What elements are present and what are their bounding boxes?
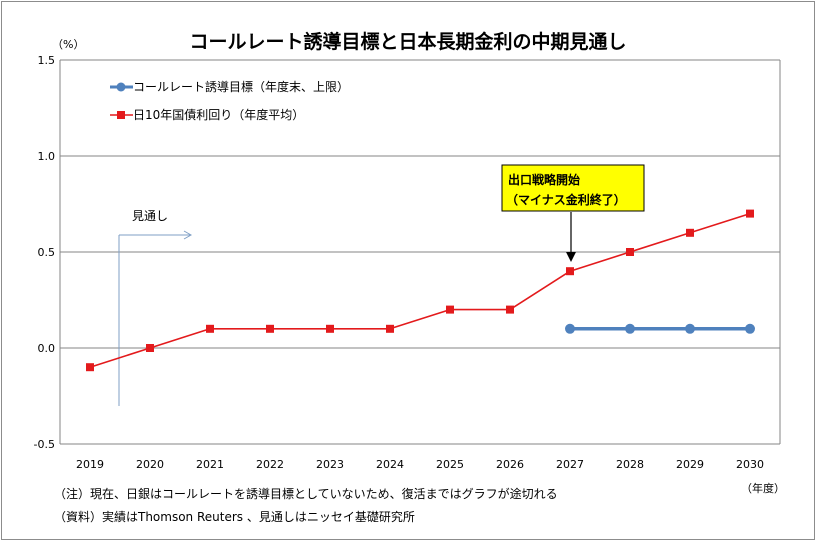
forecast-indicator: 見通し <box>118 209 193 406</box>
data-point-1 <box>746 209 754 218</box>
data-point-1 <box>86 363 94 372</box>
note-line-1: （注）現在、日銀はコールレートを誘導目標としていないため、復活まではグラフが途切… <box>54 486 558 501</box>
data-point-1 <box>686 228 694 237</box>
data-point-1 <box>506 305 514 314</box>
gridlines <box>60 59 780 445</box>
legend-marker-jgb10y <box>117 111 125 119</box>
x-tick-label: 2030 <box>736 458 764 471</box>
data-point-1 <box>266 324 274 333</box>
data-point-1 <box>446 305 454 314</box>
y-axis-ticks: 1.5 1.0 0.5 0.0 -0.5 <box>34 54 55 451</box>
y-tick-label: 1.0 <box>38 150 56 163</box>
callout: 出口戦略開始 （マイナス金利終了） <box>501 164 645 262</box>
y-tick-label: 0.5 <box>38 246 56 259</box>
x-tick-label: 2023 <box>316 458 344 471</box>
data-point-1 <box>146 344 154 352</box>
callout-arrow-head <box>566 252 576 262</box>
y-axis-unit: （%） <box>52 38 84 51</box>
x-tick-label: 2028 <box>616 458 644 471</box>
x-tick-label: 2019 <box>76 458 104 471</box>
data-point-1 <box>386 324 394 333</box>
x-axis-unit: （年度） <box>741 481 785 495</box>
data-point-1 <box>566 267 574 276</box>
x-tick-label: 2022 <box>256 458 284 471</box>
data-point-0 <box>685 323 695 334</box>
x-tick-label: 2027 <box>556 458 584 471</box>
legend-marker-call-rate <box>116 82 126 92</box>
data-point-1 <box>626 248 634 256</box>
legend-label-call-rate: コールレート誘導目標（年度末、上限） <box>133 79 349 94</box>
x-tick-label: 2020 <box>136 458 164 471</box>
x-tick-label: 2026 <box>496 458 524 471</box>
y-tick-label: -0.5 <box>34 438 55 451</box>
data-point-1 <box>326 324 334 333</box>
callout-line1: 出口戦略開始 <box>508 172 580 187</box>
x-tick-label: 2025 <box>436 458 464 471</box>
chart-title: コールレート誘導目標と日本長期金利の中期見通し <box>189 30 626 53</box>
legend: コールレート誘導目標（年度末、上限） 日10年国債利回り（年度平均） <box>110 79 349 122</box>
forecast-label: 見通し <box>132 209 168 223</box>
x-tick-label: 2029 <box>676 458 704 471</box>
x-axis-ticks: 2019 2020 2021 2022 2023 2024 2025 2026 2027 2028… <box>76 458 764 471</box>
x-tick-label: 2024 <box>376 458 404 471</box>
data-point-0 <box>625 323 635 334</box>
axes <box>59 60 781 444</box>
data-point-0 <box>565 323 575 334</box>
data-point-1 <box>206 324 214 333</box>
series-line-1 <box>89 212 751 368</box>
legend-label-jgb10y: 日10年国債利回り（年度平均） <box>133 107 304 122</box>
x-tick-label: 2021 <box>196 458 224 471</box>
series-layer <box>86 209 755 372</box>
y-tick-label: 1.5 <box>38 54 56 67</box>
data-point-0 <box>745 323 755 334</box>
y-tick-label: 0.0 <box>38 342 56 355</box>
note-line-2: （資料）実績はThomson Reuters 、見通しはニッセイ基礎研究所 <box>54 509 415 524</box>
callout-line2: （マイナス金利終了） <box>506 192 626 207</box>
forecast-arrow-head <box>183 230 193 240</box>
callout-box <box>501 164 645 212</box>
